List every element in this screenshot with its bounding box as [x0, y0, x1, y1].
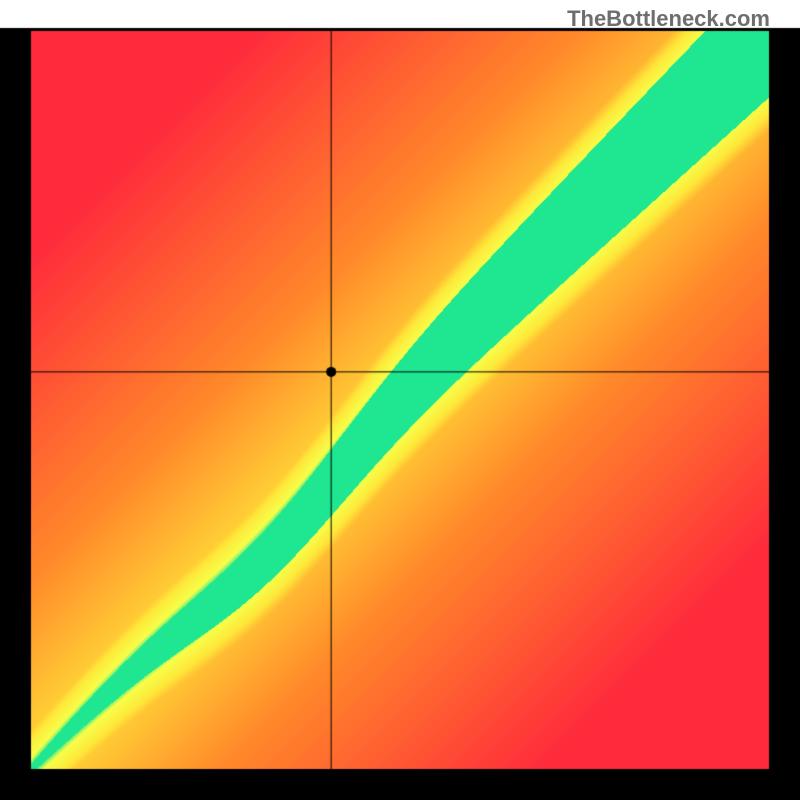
bottleneck-heatmap	[0, 0, 800, 800]
chart-container: TheBottleneck.com	[0, 0, 800, 800]
